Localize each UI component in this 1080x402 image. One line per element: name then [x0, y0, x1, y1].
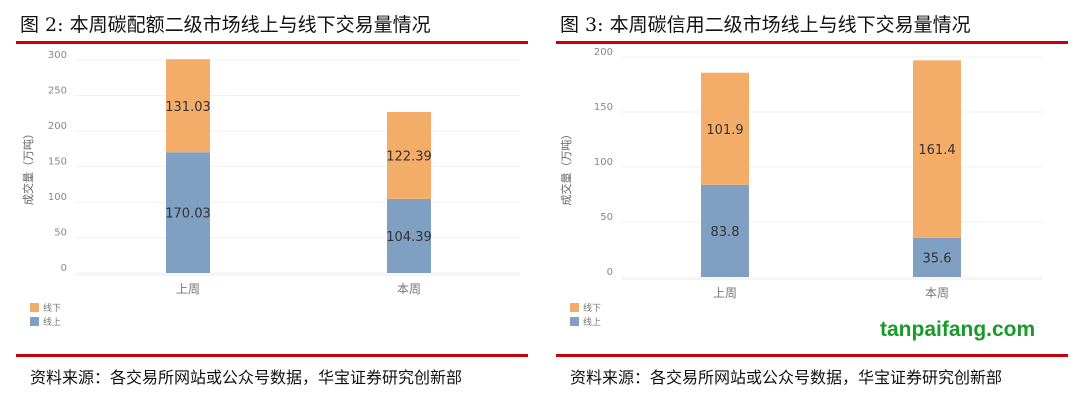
divider — [556, 41, 1068, 44]
legend-label: 线下 — [43, 302, 61, 314]
legend-swatch — [570, 303, 579, 312]
bar-offline — [701, 72, 749, 185]
chart-svg: 0 50 100 150 200 83.8 101.9 上周 35.6 161.4 本周 成交量（万吨… — [559, 47, 1043, 328]
bar-online — [701, 184, 749, 277]
y-tick-label: 200 — [594, 47, 613, 58]
source-note: 资料来源：各交易所网站或公众号数据，华宝证券研究创新部 — [570, 368, 1003, 387]
chart-panel-2: 图 3: 本周碳信用二级市场线上与线下交易量情况 0 50 100 150 200 83.… — [556, 0, 1068, 402]
bar-online — [913, 237, 961, 277]
data-label: 83.8 — [711, 225, 740, 240]
data-label: 101.9 — [706, 123, 743, 138]
legend-swatch — [30, 303, 39, 312]
x-tick-label: 本周 — [397, 282, 421, 296]
chart-title: 图 3: 本周碳信用二级市场线上与线下交易量情况 — [560, 14, 971, 36]
data-label: 104.39 — [386, 230, 432, 245]
data-label: 131.03 — [165, 100, 211, 115]
y-tick-label: 0 — [61, 263, 67, 274]
y-tick-label: 200 — [48, 121, 67, 132]
y-tick-label: 0 — [607, 267, 613, 278]
y-tick-label: 150 — [594, 102, 613, 113]
y-tick-label: 50 — [600, 212, 613, 223]
y-tick-label: 250 — [48, 86, 67, 97]
y-tick-label: 150 — [48, 157, 67, 168]
data-label: 122.39 — [386, 149, 432, 164]
y-tick-label: 300 — [48, 50, 67, 61]
y-tick-label: 50 — [54, 228, 67, 239]
bar-online — [166, 152, 210, 273]
legend-label: 线上 — [583, 316, 601, 328]
chart-svg: 0 50 100 150 200 250 300 170.03 131.03 上周 104.39 12… — [21, 50, 520, 328]
bar-offline — [913, 60, 961, 238]
chart-panel-1: 图 2: 本周碳配额二级市场线上与线下交易量情况 0 50 100 150 200 250… — [16, 0, 528, 402]
x-tick-label: 上周 — [713, 286, 737, 300]
source-note: 资料来源：各交易所网站或公众号数据，华宝证券研究创新部 — [30, 368, 463, 387]
divider — [16, 354, 528, 357]
y-axis-label: 成交量（万吨） — [559, 129, 573, 206]
y-axis-label: 成交量（万吨） — [21, 128, 35, 205]
legend-swatch — [570, 317, 579, 326]
legend-label: 线上 — [43, 316, 61, 328]
y-tick-label: 100 — [48, 192, 67, 203]
divider — [556, 354, 1068, 357]
x-tick-label: 上周 — [176, 282, 200, 296]
legend-swatch — [30, 317, 39, 326]
divider — [16, 41, 528, 44]
data-label: 170.03 — [165, 207, 211, 222]
bar-online — [387, 198, 431, 273]
data-label: 161.4 — [918, 143, 955, 158]
legend-label: 线下 — [583, 302, 601, 314]
watermark-logo: tanpaifang.com — [880, 318, 1036, 341]
data-label: 35.6 — [923, 251, 952, 266]
x-tick-label: 本周 — [925, 286, 949, 300]
y-tick-label: 100 — [594, 157, 613, 168]
chart-title: 图 2: 本周碳配额二级市场线上与线下交易量情况 — [20, 14, 431, 36]
bar-offline — [387, 111, 431, 199]
bar-offline — [166, 59, 210, 153]
